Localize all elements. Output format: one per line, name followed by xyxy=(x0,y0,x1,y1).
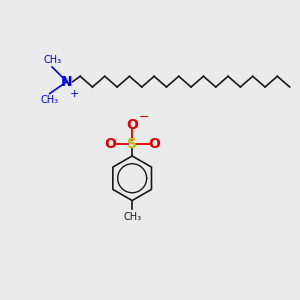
Text: +: + xyxy=(70,88,79,98)
Text: O: O xyxy=(104,137,116,151)
Text: CH₃: CH₃ xyxy=(123,212,141,222)
Text: CH₃: CH₃ xyxy=(41,95,59,105)
Text: O: O xyxy=(148,137,160,151)
Text: S: S xyxy=(127,137,137,151)
Text: N: N xyxy=(61,75,73,88)
Text: −: − xyxy=(138,111,149,124)
Text: CH₃: CH₃ xyxy=(43,56,61,65)
Text: O: O xyxy=(126,118,138,132)
